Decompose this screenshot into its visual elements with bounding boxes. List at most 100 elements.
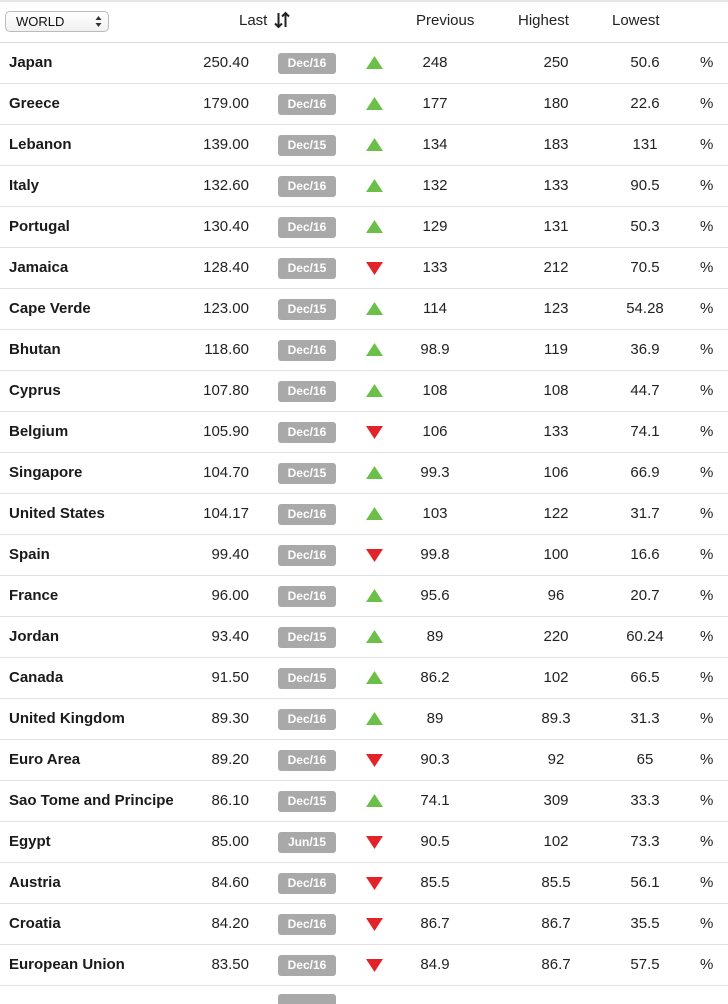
unit-label: %	[700, 710, 714, 727]
unit-label: %	[700, 300, 714, 317]
trend-down-triangle-icon	[366, 836, 383, 849]
trend-up-triangle-icon	[366, 794, 383, 807]
trend-up-triangle-icon	[366, 712, 383, 725]
reference-date-badge: Dec/16	[278, 545, 336, 566]
lowest-value: 33.3	[630, 792, 660, 809]
country-name-link[interactable]: Cape Verde	[9, 300, 91, 317]
table-row[interactable]: Austria 84.60 Dec/16 85.5 85.5 56.1%	[0, 863, 728, 904]
table-row[interactable]: Italy 132.60 Dec/16 132 133 90.5%	[0, 166, 728, 207]
highest-value: 133	[543, 177, 569, 194]
unit-label: %	[700, 956, 714, 973]
trend-down-triangle-icon	[366, 549, 383, 562]
table-row[interactable]: Cyprus 107.80 Dec/16 108 108 44.7%	[0, 371, 728, 412]
reference-date-badge: Dec/16	[278, 340, 336, 361]
table-row[interactable]: Euro Area 89.20 Dec/16 90.3 92 65%	[0, 740, 728, 781]
table-row[interactable]: Greece 179.00 Dec/16 177 180 22.6%	[0, 84, 728, 125]
last-value: 85.00	[211, 833, 249, 850]
previous-value: 89	[426, 628, 444, 645]
table-row[interactable]: Belgium 105.90 Dec/16 106 133 74.1%	[0, 412, 728, 453]
column-header-previous[interactable]: Previous	[416, 12, 475, 29]
previous-value: 90.3	[420, 751, 450, 768]
last-value: 128.40	[203, 259, 249, 276]
country-name-link[interactable]: Singapore	[9, 464, 83, 481]
select-arrows-icon	[95, 16, 102, 27]
highest-value: 102	[543, 833, 569, 850]
previous-value: 248	[422, 54, 448, 71]
table-row[interactable]: United Kingdom 89.30 Dec/16 89 89.3 31.3%	[0, 699, 728, 740]
previous-value: 132	[422, 177, 448, 194]
lowest-value: 31.3	[630, 710, 660, 727]
table-row[interactable]: United States 104.17 Dec/16 103 122 31.7%	[0, 494, 728, 535]
country-name-link[interactable]: Egypt	[9, 833, 51, 850]
reference-date-badge: Dec/16	[278, 914, 336, 935]
unit-label: %	[700, 587, 714, 604]
country-name-link[interactable]: Japan	[9, 54, 53, 71]
region-select-value: WORLD	[16, 14, 65, 29]
country-name-link[interactable]: Canada	[9, 669, 64, 686]
trend-down-triangle-icon	[366, 426, 383, 439]
reference-date-badge: Dec/16	[278, 955, 336, 976]
table-row[interactable]: Portugal 130.40 Dec/16 129 131 50.3%	[0, 207, 728, 248]
country-name-link[interactable]: Portugal	[9, 218, 70, 235]
country-name-link[interactable]: Spain	[9, 546, 50, 563]
table-row[interactable]: France 96.00 Dec/16 95.6 96 20.7%	[0, 576, 728, 617]
table-row[interactable]: Japan 250.40 Dec/16 248 250 50.6%	[0, 43, 728, 84]
table-row[interactable]: Jamaica 128.40 Dec/15 133 212 70.5%	[0, 248, 728, 289]
country-name-link[interactable]: United States	[9, 505, 105, 522]
table-row-partial[interactable]	[0, 986, 728, 1004]
previous-value: 89	[426, 710, 444, 727]
country-name-link[interactable]: France	[9, 587, 59, 604]
lowest-value: 65	[636, 751, 654, 768]
country-name-link[interactable]: Jordan	[9, 628, 60, 645]
last-value: 86.10	[211, 792, 249, 809]
table-row[interactable]: Egypt 85.00 Jun/15 90.5 102 73.3%	[0, 822, 728, 863]
previous-value: 134	[422, 136, 448, 153]
unit-label: %	[700, 423, 714, 440]
country-name-link[interactable]: European Union	[9, 956, 125, 973]
trend-up-triangle-icon	[366, 302, 383, 315]
unit-label: %	[700, 382, 714, 399]
last-value: 123.00	[203, 300, 249, 317]
country-name-link[interactable]: Lebanon	[9, 136, 72, 153]
country-name-link[interactable]: Bhutan	[9, 341, 61, 358]
top-divider	[0, 0, 728, 2]
column-header-last[interactable]: Last	[239, 12, 268, 29]
reference-date-badge: Dec/15	[278, 463, 336, 484]
table-row[interactable]: Canada 91.50 Dec/15 86.2 102 66.5%	[0, 658, 728, 699]
table-row[interactable]: Jordan 93.40 Dec/15 89 220 60.24%	[0, 617, 728, 658]
last-value: 104.17	[203, 505, 249, 522]
country-name-link[interactable]: Italy	[9, 177, 40, 194]
region-select[interactable]: WORLD	[5, 11, 109, 32]
country-name-link[interactable]: Austria	[9, 874, 61, 891]
trend-up-triangle-icon	[366, 589, 383, 602]
lowest-value: 66.5	[630, 669, 660, 686]
reference-date-badge: Dec/16	[278, 873, 336, 894]
table-row[interactable]: Sao Tome and Principe 86.10 Dec/15 74.1 309 3…	[0, 781, 728, 822]
column-header-lowest[interactable]: Lowest	[612, 12, 660, 29]
trend-up-triangle-icon	[366, 343, 383, 356]
country-name-link[interactable]: Croatia	[9, 915, 61, 932]
country-name-link[interactable]: Greece	[9, 95, 60, 112]
highest-value: 250	[543, 54, 569, 71]
lowest-value: 22.6	[630, 95, 660, 112]
table-row[interactable]: Croatia 84.20 Dec/16 86.7 86.7 35.5%	[0, 904, 728, 945]
highest-value: 122	[543, 505, 569, 522]
country-name-link[interactable]: Sao Tome and Principe	[9, 792, 173, 809]
table-row[interactable]: Singapore 104.70 Dec/15 99.3 106 66.9%	[0, 453, 728, 494]
table-row[interactable]: Bhutan 118.60 Dec/16 98.9 119 36.9%	[0, 330, 728, 371]
country-name-link[interactable]: Euro Area	[9, 751, 81, 768]
table-row[interactable]: Cape Verde 123.00 Dec/15 114 123 54.28%	[0, 289, 728, 330]
lowest-value: 131	[632, 136, 658, 153]
lowest-value: 57.5	[630, 956, 660, 973]
table-row[interactable]: Spain 99.40 Dec/16 99.8 100 16.6%	[0, 535, 728, 576]
country-name-link[interactable]: United Kingdom	[9, 710, 125, 727]
trend-up-triangle-icon	[366, 138, 383, 151]
table-row[interactable]: European Union 83.50 Dec/16 84.9 86.7 57.5%	[0, 945, 728, 986]
country-name-link[interactable]: Jamaica	[9, 259, 69, 276]
country-name-link[interactable]: Cyprus	[9, 382, 61, 399]
column-header-highest[interactable]: Highest	[518, 12, 569, 29]
sort-up-down-arrows-icon[interactable]	[274, 11, 290, 29]
highest-value: 89.3	[541, 710, 571, 727]
table-row[interactable]: Lebanon 139.00 Dec/15 134 183 131%	[0, 125, 728, 166]
country-name-link[interactable]: Belgium	[9, 423, 69, 440]
